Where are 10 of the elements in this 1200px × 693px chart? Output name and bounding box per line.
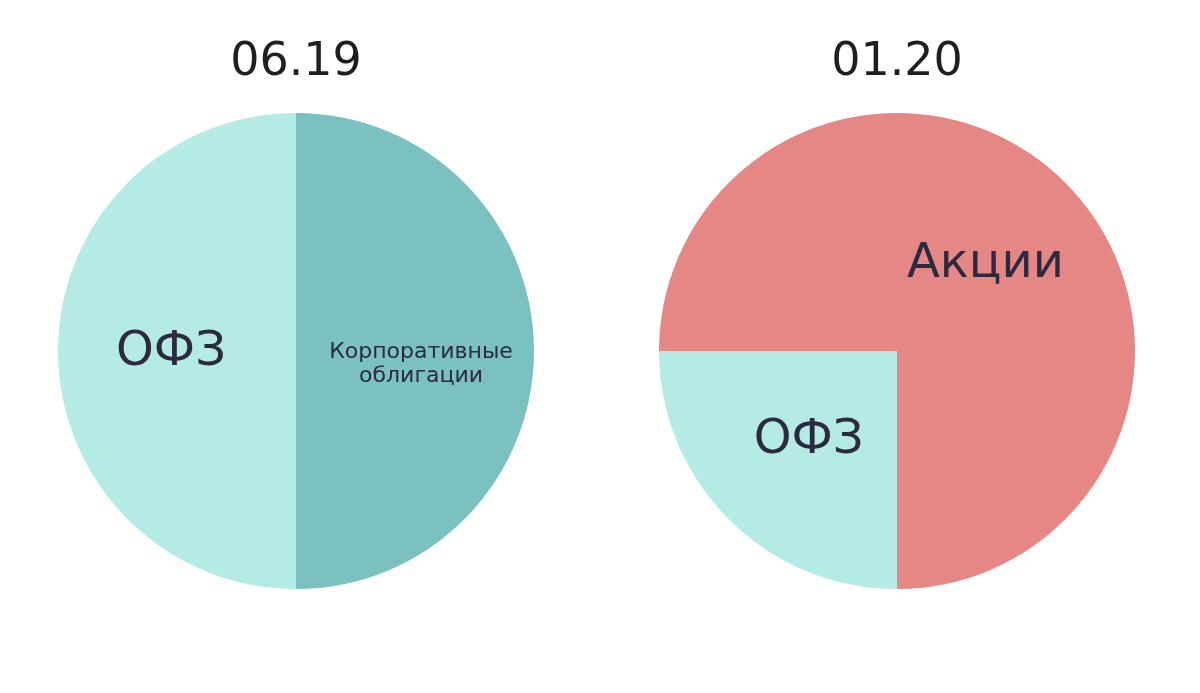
- slice-label: Акции: [906, 231, 1064, 288]
- slice-label: ОФЗ: [753, 408, 864, 465]
- chart-title: 06.19: [230, 32, 362, 86]
- pie-slice: [58, 113, 296, 589]
- slice-label: Корпоративные облигации: [329, 338, 513, 387]
- chart-title: 01.20: [831, 32, 963, 86]
- pie-slice: [659, 113, 1135, 589]
- pie-slice: [296, 113, 534, 589]
- slice-label: ОФЗ: [116, 320, 226, 376]
- pie-slice: [659, 351, 897, 589]
